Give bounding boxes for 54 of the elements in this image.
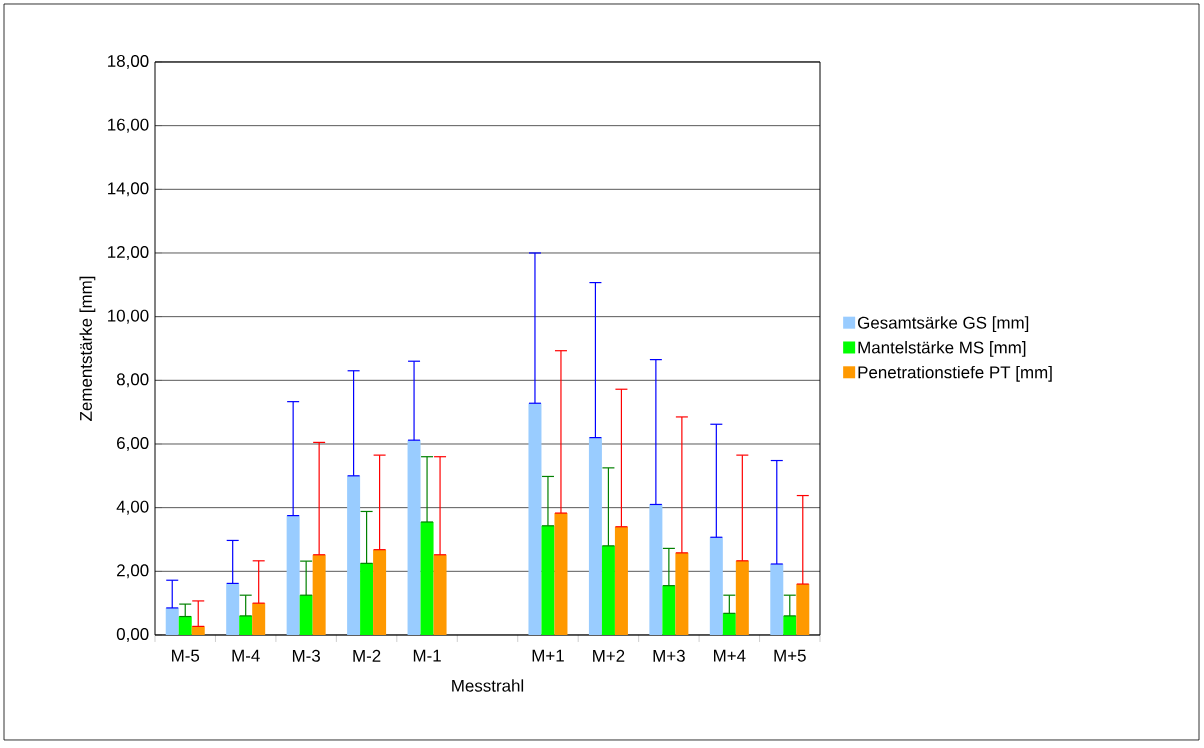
x-tick-label: M-5 [172,649,200,662]
x-tick-label: M-4 [232,649,260,662]
y-tick-label: 0,00 [116,627,149,642]
y-tick-label: 4,00 [116,500,149,515]
y-axis-title: Zementstärke [mm] [79,276,96,421]
bar [770,564,784,635]
y-tick-label: 12,00 [108,245,149,260]
x-tick-label: M+1 [532,649,564,662]
bar [433,554,447,635]
bar [662,585,676,635]
bar [554,513,568,635]
x-tick-label: M-2 [353,649,381,662]
bar [252,603,266,635]
bar [407,440,421,635]
x-tick-label: M+5 [774,649,806,662]
bar [722,613,736,635]
bar [796,584,810,635]
bar [735,560,749,635]
bar [165,607,179,635]
legend-label: Penetrationstiefe PT [mm] [858,365,1052,382]
y-tick-label: 8,00 [116,373,149,388]
bar [286,515,300,635]
x-tick-label: M+3 [653,649,685,662]
x-axis-title: Messtrahl [452,679,524,692]
x-tick-label: M-3 [292,649,320,662]
bar [541,525,555,635]
bar [347,475,361,635]
bar [373,549,387,635]
bar [709,537,723,635]
bar [360,563,374,635]
bar [649,504,663,635]
bar [601,545,615,635]
bar [312,554,326,635]
y-tick-label: 14,00 [108,182,149,197]
bar [239,615,253,635]
y-tick-label: 18,00 [108,54,149,69]
x-tick-label: M+2 [593,649,625,662]
bar [178,616,192,635]
y-tick-label: 16,00 [108,118,149,133]
bar [675,552,689,635]
bar [783,615,797,635]
x-tick-label: M+4 [714,649,746,662]
y-tick-label: 10,00 [108,309,149,324]
bar [299,595,313,635]
bar [226,583,240,635]
legend-label: Mantelstärke MS [mm] [858,341,1026,357]
bar [614,526,628,635]
y-tick-label: 6,00 [117,436,149,451]
legend-label: Gesamtsärke GS [mm] [858,316,1029,333]
x-tick-label: M-1 [413,649,441,662]
bar [420,521,434,635]
bar [528,403,542,635]
bar [588,437,602,635]
y-tick-label: 2,00 [117,564,149,579]
